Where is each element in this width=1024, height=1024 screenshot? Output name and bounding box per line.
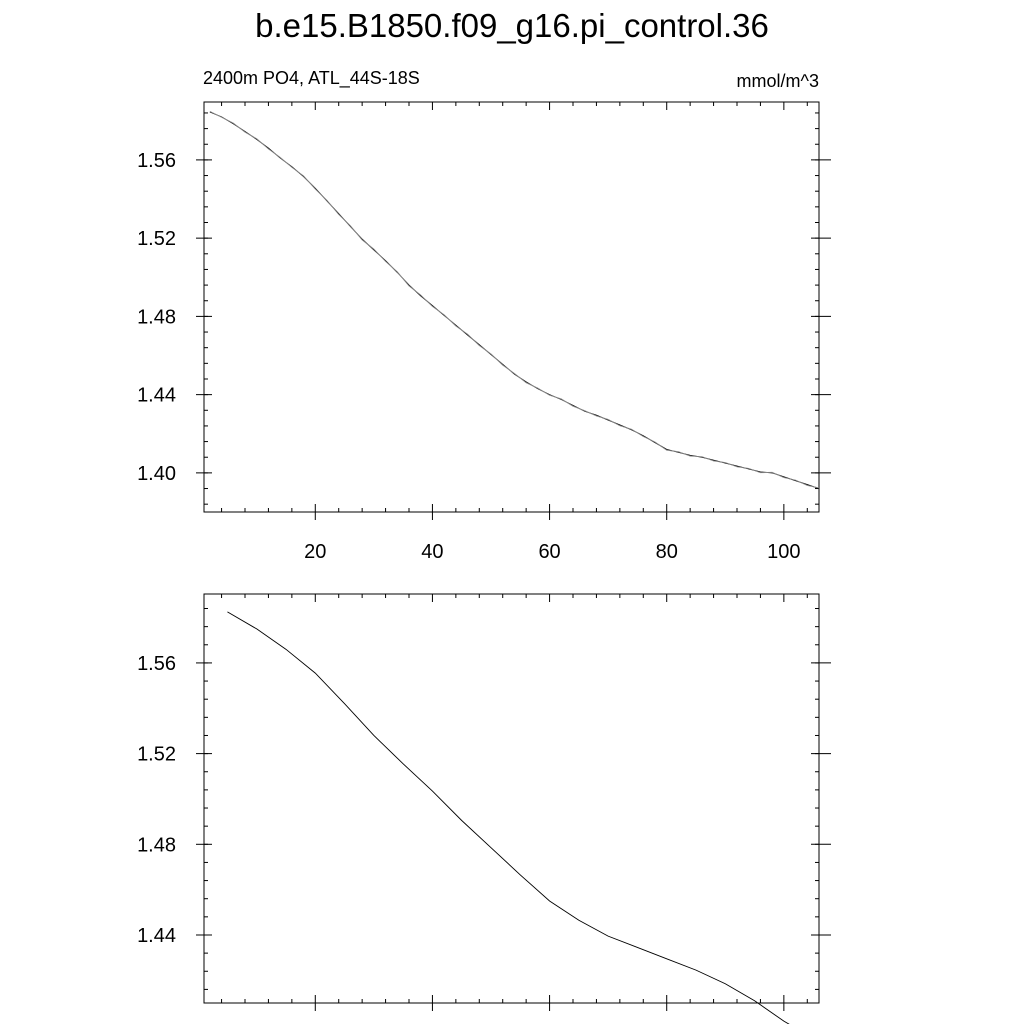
upper-y-tick-label: 1.56 — [137, 150, 176, 172]
lower-panel: 1.44 1.48 1.52 1.56 — [137, 593, 831, 1024]
upper-panel: 2400m PO4, ATL_44S-18S mmol/m^3 20 40 60 80… — [137, 68, 831, 563]
figure-title: b.e15.B1850.f09_g16.pi_control.36 — [255, 7, 769, 44]
upper-plot-frame — [203, 101, 820, 513]
lower-series-line-1 — [227, 611, 790, 1024]
lower-y-tick-label: 1.44 — [137, 925, 176, 947]
upper-x-tick-label: 20 — [304, 541, 326, 563]
lower-plot-frame — [203, 593, 820, 1004]
upper-x-tick-label: 80 — [656, 541, 678, 563]
upper-x-tick-label: 100 — [767, 541, 800, 563]
upper-series-line-2 — [209, 110, 820, 489]
upper-y-tick-label: 1.40 — [137, 463, 176, 485]
lower-y-tick-label: 1.56 — [137, 653, 176, 675]
upper-panel-units-label: mmol/m^3 — [737, 71, 819, 91]
upper-x-tick-label: 60 — [538, 541, 560, 563]
upper-y-tick-label: 1.52 — [137, 228, 176, 250]
upper-x-tick-label: 40 — [421, 541, 443, 563]
upper-panel-left-subtitle: 2400m PO4, ATL_44S-18S — [203, 68, 420, 89]
upper-y-tick-label: 1.44 — [137, 385, 176, 407]
upper-series-line-1 — [209, 111, 820, 489]
upper-y-tick-label: 1.48 — [137, 306, 176, 328]
lower-y-tick-label: 1.48 — [137, 834, 176, 856]
lower-y-tick-label: 1.52 — [137, 744, 176, 766]
